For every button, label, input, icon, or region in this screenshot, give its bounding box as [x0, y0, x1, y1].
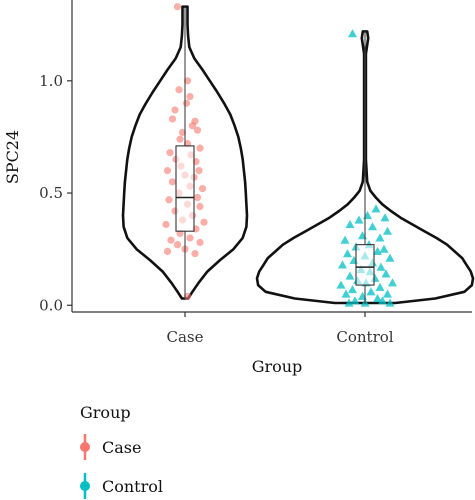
violin-group-case: [121, 3, 249, 300]
data-point-case: [165, 196, 173, 204]
y-tick-label: 0.0: [39, 296, 63, 314]
axes: SPC24 Group 0.0 0.5 1.0 Case Control: [3, 0, 472, 376]
violin-group-control: [255, 29, 475, 307]
data-point-control: [368, 222, 377, 231]
data-point-control: [338, 260, 347, 269]
y-tick-label: 0.5: [39, 184, 63, 202]
data-point-control: [343, 249, 352, 258]
data-point-control: [385, 298, 395, 307]
data-point-case: [168, 178, 177, 186]
box-case: [175, 145, 195, 232]
legend-title: Group: [80, 403, 131, 422]
data-point-control: [358, 291, 367, 300]
data-point-control: [379, 244, 389, 253]
data-point-case: [176, 135, 184, 143]
data-point-case: [183, 77, 192, 85]
data-point-case: [196, 202, 204, 211]
data-point-case: [200, 218, 208, 226]
data-point-control: [341, 289, 351, 298]
data-point-case: [191, 250, 199, 258]
data-point-control: [345, 271, 355, 280]
legend-label-control: Control: [102, 477, 163, 496]
data-point-case: [193, 193, 202, 202]
plot-area: [121, 3, 475, 307]
data-point-control: [375, 233, 385, 242]
data-point-control: [383, 289, 392, 298]
data-point-control: [340, 235, 350, 244]
x-axis-title: Group: [252, 357, 303, 376]
data-point-case: [173, 241, 182, 249]
data-point-control: [363, 210, 372, 220]
data-point-case: [193, 126, 202, 134]
data-point-control: [348, 285, 357, 294]
data-point-control: [380, 213, 390, 222]
data-point-control: [378, 296, 387, 305]
data-point-control: [385, 253, 395, 262]
data-point-case: [175, 86, 183, 94]
box-control: [355, 244, 375, 286]
x-tick-label: Case: [167, 328, 204, 346]
data-point-control: [336, 280, 346, 289]
data-point-control: [375, 282, 385, 291]
data-point-control: [344, 298, 354, 307]
legend-key-dot-control: [80, 481, 90, 491]
data-point-case: [195, 166, 203, 175]
legend: Group Case Control: [80, 403, 163, 499]
violin-case: [121, 5, 249, 300]
data-point-case: [163, 166, 172, 175]
data-point-control: [381, 269, 391, 278]
data-point-control: [373, 294, 382, 303]
data-point-control: [371, 204, 381, 213]
violin-control: [255, 30, 475, 305]
data-point-case: [186, 234, 194, 242]
data-point-case: [183, 292, 192, 300]
data-point-case: [167, 236, 175, 244]
data-point-control: [358, 231, 367, 240]
y-tick-label: 1.0: [39, 72, 63, 90]
data-point-case: [163, 247, 172, 255]
data-point-case: [186, 92, 194, 101]
x-tick-label: Control: [336, 328, 393, 346]
data-point-control: [348, 29, 357, 38]
data-point-case: [182, 99, 191, 107]
data-point-control: [345, 219, 355, 229]
data-point-control: [383, 226, 392, 235]
data-point-case: [198, 184, 207, 193]
legend-key-dot-case: [80, 442, 90, 452]
legend-item-case: Case: [80, 434, 141, 460]
legend-label-case: Case: [102, 438, 141, 457]
data-point-case: [171, 106, 179, 114]
data-point-case: [162, 220, 170, 229]
data-point-case: [168, 115, 177, 123]
data-point-control: [376, 262, 386, 271]
data-point-case: [178, 128, 187, 137]
data-point-case: [196, 238, 204, 247]
data-point-control: [354, 215, 364, 224]
data-point-case: [173, 3, 182, 11]
data-point-control: [388, 278, 397, 287]
data-point-case: [196, 144, 204, 152]
data-point-case: [188, 122, 197, 130]
data-point-control: [366, 287, 376, 296]
data-point-control: [373, 246, 382, 255]
y-axis-title: SPC24: [3, 130, 22, 184]
data-point-case: [166, 149, 174, 157]
data-point-control: [350, 296, 360, 305]
legend-item-control: Control: [80, 473, 163, 499]
